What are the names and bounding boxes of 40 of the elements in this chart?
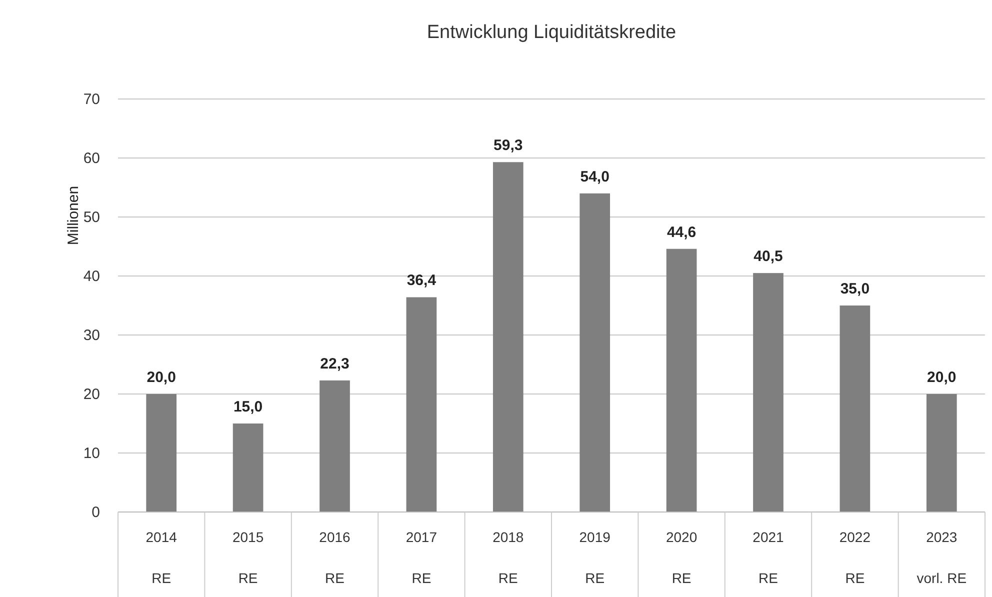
y-tick-label: 70 <box>83 91 100 108</box>
data-label: 59,3 <box>494 137 523 154</box>
bar <box>926 394 957 512</box>
category-label: 2023 vorl. RE <box>916 529 967 586</box>
data-label: 40,5 <box>754 248 783 266</box>
bar <box>146 394 177 512</box>
y-axis-title: Millionen <box>65 186 82 246</box>
y-tick-label: 10 <box>83 445 100 462</box>
category-label: 2020 RE <box>666 529 698 586</box>
bar <box>232 424 264 512</box>
bar <box>406 297 437 512</box>
category-label: 2014 RE <box>146 529 177 586</box>
data-label: 20,0 <box>146 369 176 386</box>
y-tick-label: 0 <box>92 504 100 521</box>
category-label: 2016 RE <box>319 529 350 586</box>
y-tick-label: 40 <box>83 268 100 285</box>
data-label: 44,6 <box>666 224 696 241</box>
data-label: 36,4 <box>406 272 437 290</box>
data-label: 54,0 <box>580 168 610 186</box>
y-tick-label: 30 <box>83 327 100 344</box>
y-tick-label: 50 <box>83 209 100 226</box>
category-label: 2022 RE <box>839 529 871 586</box>
bar <box>580 193 610 512</box>
bar <box>666 248 697 512</box>
category-label: 2019 RE <box>579 529 610 586</box>
bar <box>492 162 524 512</box>
data-label: 35,0 <box>840 280 870 298</box>
bar <box>320 380 350 512</box>
chart-title: Entwicklung Liquiditätskredite <box>426 22 676 43</box>
category-label: 2017 RE <box>406 529 438 586</box>
y-tick-label: 20 <box>83 386 100 403</box>
bar <box>753 273 784 512</box>
y-tick-label: 60 <box>83 150 100 167</box>
category-label: 2018 RE <box>492 529 524 586</box>
data-label: 22,3 <box>320 355 350 372</box>
bar <box>840 306 870 512</box>
data-label: 15,0 <box>233 398 263 416</box>
category-label: 2015 RE <box>232 529 264 586</box>
category-label: 2021 RE <box>752 529 784 586</box>
data-label: 20,0 <box>927 369 956 386</box>
